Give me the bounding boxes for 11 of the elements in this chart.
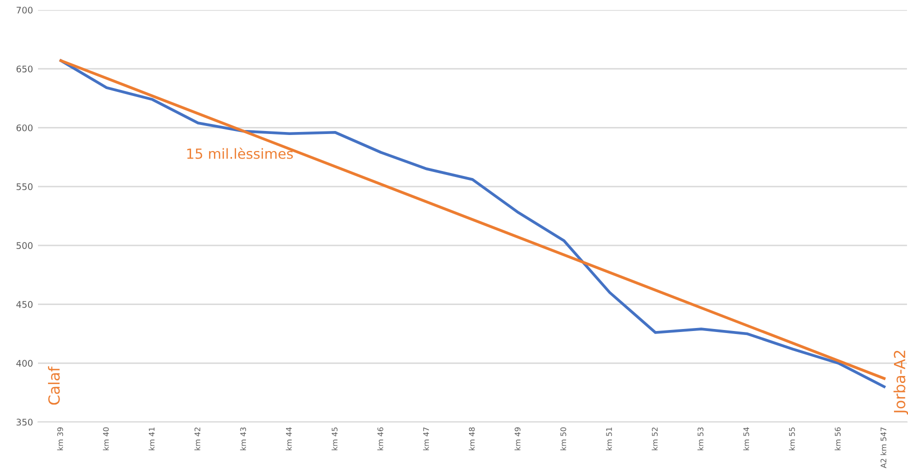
y-tick-label: 550 — [16, 183, 33, 190]
y-tick-label: 700 — [16, 6, 33, 14]
y-tick-label: 350 — [16, 418, 33, 426]
y-tick-label: 650 — [16, 66, 33, 72]
annotation: Calaf — [48, 366, 60, 405]
y-tick-label: 450 — [16, 301, 33, 308]
y-tick-label: 600 — [16, 124, 33, 132]
y-tick-label: 400 — [16, 360, 33, 367]
annotation: 15 mil.lèssimes — [187, 148, 293, 159]
annotation: Jorba-A2 — [894, 350, 908, 415]
y-tick-label: 500 — [16, 242, 33, 249]
